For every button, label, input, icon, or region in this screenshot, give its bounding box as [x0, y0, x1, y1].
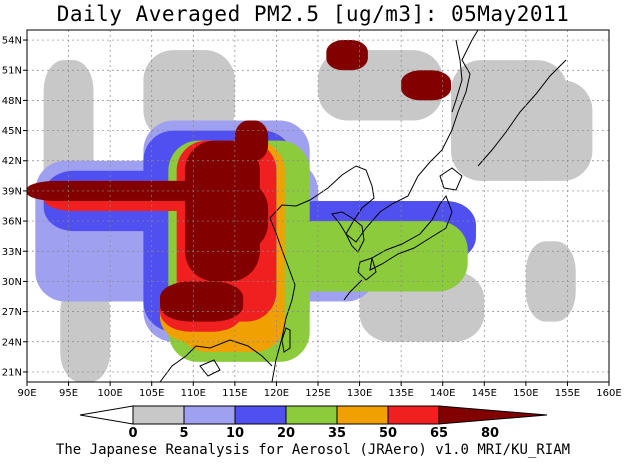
sakhalin-coastline: [451, 39, 463, 113]
colorbar-label: 80: [481, 426, 499, 441]
hokkaido-coastline: [439, 167, 463, 191]
colorbar-label: 50: [379, 426, 397, 441]
colorbar-swatch: [234, 405, 287, 425]
colorbar-label: 10: [226, 426, 244, 441]
colorbar-overflow-triangle: [438, 405, 548, 425]
colorbar-swatch: [387, 405, 440, 425]
colorbar-swatch: [132, 405, 185, 425]
colorbar-swatch: [183, 405, 236, 425]
pm25-region-80: [160, 281, 244, 322]
x-tick-label: 100E: [97, 388, 122, 399]
coastlines: [159, 30, 567, 382]
colorbar-label: 35: [328, 426, 346, 441]
x-tick-label: 150E: [513, 388, 538, 399]
x-tick-label: 130E: [347, 388, 372, 399]
x-axis: 90E 95E 100E 105E 110E 115E 120E 125E 130E 135E 14…: [17, 382, 622, 399]
vietnam-coastline: [159, 339, 273, 382]
colorbar-underflow-triangle: [79, 405, 134, 425]
y-tick-label: 27N: [2, 307, 22, 318]
hainan-coastline: [199, 359, 221, 377]
y-tick-label: 33N: [2, 247, 22, 258]
x-tick-label: 160E: [596, 388, 621, 399]
pm25-region-80: [234, 120, 269, 161]
x-tick-label: 105E: [139, 388, 164, 399]
x-tick-label: 115E: [222, 388, 247, 399]
kuril-islands: [477, 59, 567, 167]
colorbar-swatch: [336, 405, 389, 425]
x-tick-label: 155E: [555, 388, 580, 399]
y-tick-label: 36N: [2, 217, 22, 228]
honshu-coastline: [369, 194, 453, 271]
x-tick-label: 95E: [59, 388, 78, 399]
chart-title: Daily Averaged PM2.5 [ug/m3]: 05May2011: [56, 2, 570, 26]
taiwan-coastline: [281, 327, 291, 353]
y-tick-label: 21N: [2, 367, 22, 378]
y-tick-label: 30N: [2, 277, 22, 288]
colorbar-label: 0: [128, 426, 137, 441]
colorbar-label: 20: [277, 426, 295, 441]
pm25-region-5: [500, 80, 593, 181]
colorbar-swatch: [285, 405, 338, 425]
x-tick-label: 145E: [472, 388, 497, 399]
kyushu-coastline: [357, 257, 377, 281]
lat-lon-grid: [27, 30, 609, 382]
y-tick-label: 54N: [2, 36, 22, 47]
pm25-region-35: [284, 221, 468, 292]
pm25-region-5: [525, 241, 576, 322]
ryukyu-islands: [343, 279, 363, 301]
pm25-region-80: [326, 40, 368, 71]
pm25-region-5: [143, 50, 235, 141]
y-tick-label: 42N: [2, 156, 22, 167]
y-tick-label: 48N: [2, 96, 22, 107]
colorbar-label: 5: [179, 426, 188, 441]
x-tick-label: 140E: [430, 388, 455, 399]
pm25-region-5: [60, 281, 111, 382]
x-tick-label: 120E: [264, 388, 289, 399]
footer-credit: The Japanese Reanalysis for Aerosol (JRA…: [55, 442, 571, 458]
x-tick-label: 125E: [305, 388, 330, 399]
y-tick-label: 24N: [2, 337, 22, 348]
x-tick-label: 110E: [181, 388, 206, 399]
x-tick-label: 90E: [17, 388, 36, 399]
y-tick-label: 45N: [2, 126, 22, 137]
y-axis: 21N 24N 27N 30N 33N 36N 39N 42N 45N 48N 51N 54N: [2, 36, 27, 378]
colorbar: 0 5 10 20 35 50 65 80: [79, 405, 548, 441]
y-tick-label: 51N: [2, 66, 22, 77]
asia-coastline: [269, 30, 479, 382]
colorbar-label: 65: [430, 426, 448, 441]
x-tick-label: 135E: [388, 388, 413, 399]
pm25-region-80: [401, 70, 452, 101]
y-tick-label: 39N: [2, 186, 22, 197]
korea-coastline: [331, 211, 365, 253]
